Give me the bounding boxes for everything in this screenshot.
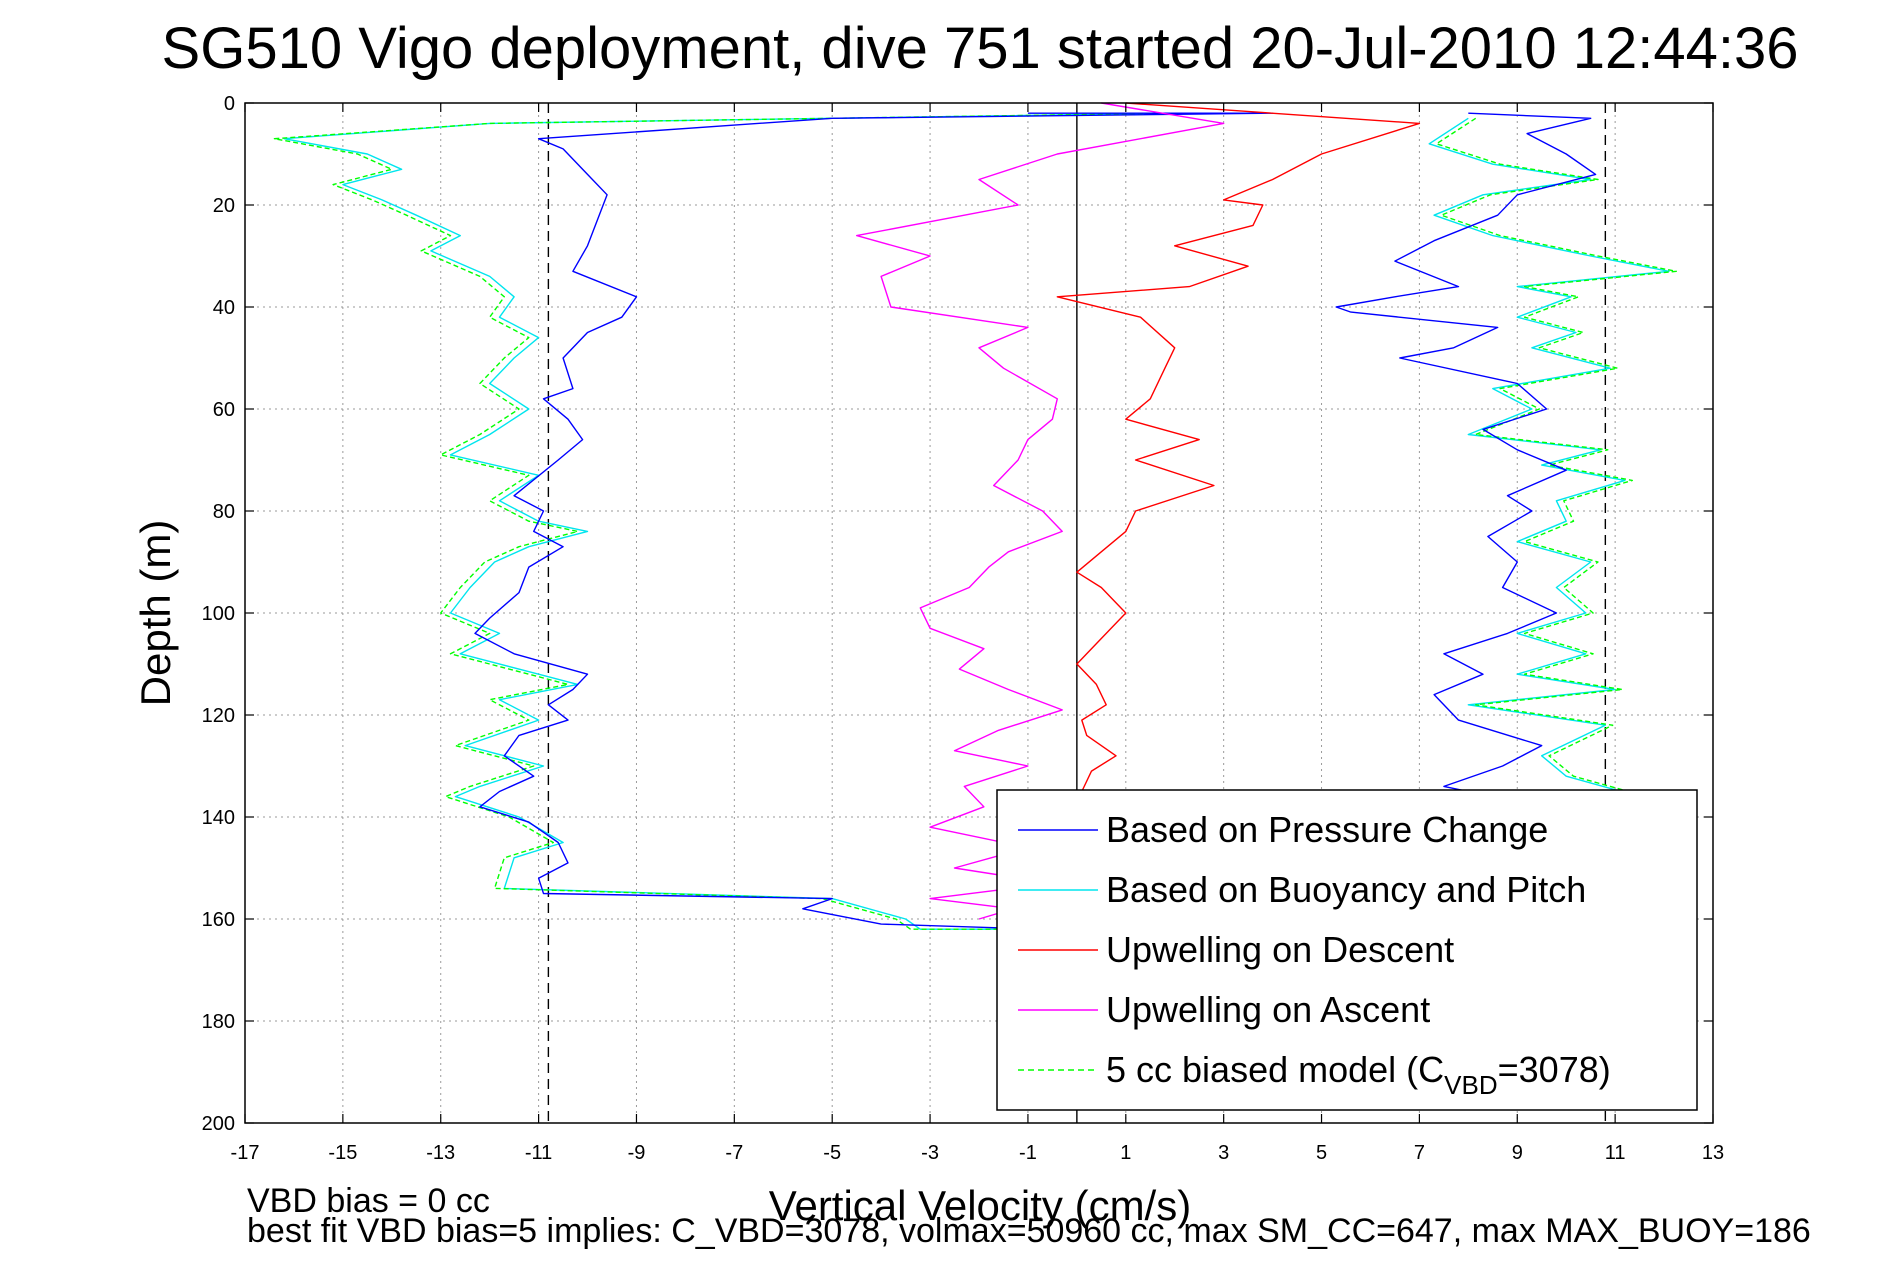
x-tick-label: -11 <box>525 1142 552 1164</box>
y-tick-label: 40 <box>213 297 235 319</box>
x-tick-label: -13 <box>426 1142 455 1164</box>
y-tick-label: 160 <box>202 909 235 931</box>
chart-title: SG510 Vigo deployment, dive 751 started … <box>162 16 1799 81</box>
x-tick-label: 11 <box>1605 1142 1626 1164</box>
series-5-cc-biased-model-c-vbd-3078 <box>273 112 1175 930</box>
y-tick-label: 200 <box>202 1113 235 1135</box>
legend-label: Based on Pressure Change <box>1106 809 1548 850</box>
y-tick-label: 0 <box>224 93 235 115</box>
y-tick-label: 80 <box>213 501 235 523</box>
x-tick-label: -3 <box>921 1142 939 1164</box>
x-tick-label: -7 <box>725 1142 743 1164</box>
x-tick-label: -5 <box>823 1142 841 1164</box>
y-tick-label: 100 <box>202 603 235 625</box>
x-tick-label: 13 <box>1702 1142 1724 1164</box>
series-upwelling-on-ascent <box>856 102 1225 920</box>
y-axis-label: Depth (m) <box>132 520 179 707</box>
x-tick-label: -1 <box>1019 1142 1037 1164</box>
ticks: -17 -15 -13 -11 -9 -7 -5 -3 -1 1 3 5 7 9 11 13020406080… <box>202 93 1725 1164</box>
x-axis-label: Vertical Velocity (cm/s) <box>769 1182 1191 1229</box>
legend-label: Based on Buoyancy and Pitch <box>1106 869 1586 910</box>
legend-label: Upwelling on Descent <box>1106 929 1454 970</box>
x-tick-label: 7 <box>1414 1142 1425 1164</box>
x-tick-label: 5 <box>1316 1142 1327 1164</box>
legend: Based on Pressure Change Based on Buoyanc… <box>996 789 1698 1111</box>
y-tick-label: 120 <box>202 705 235 727</box>
series-layer <box>273 102 1678 950</box>
x-tick-label: 3 <box>1218 1142 1229 1164</box>
footer-line-1: VBD bias = 0 cc <box>247 1182 490 1220</box>
legend-label: 5 cc biased model (CVBD=3078) <box>1106 1049 1611 1100</box>
x-tick-label: 9 <box>1512 1142 1523 1164</box>
legend-label: Upwelling on Ascent <box>1106 989 1430 1030</box>
x-tick-label: -15 <box>328 1142 357 1164</box>
y-tick-label: 180 <box>202 1011 235 1033</box>
legend-box <box>996 789 1698 1111</box>
grid <box>245 103 1713 1123</box>
series-based-on-pressure-change <box>474 112 1274 930</box>
series-buoyancy-pitch-ascent <box>1428 117 1670 798</box>
series-based-on-buoyancy-and-pitch <box>283 112 1175 930</box>
x-tick-label: -9 <box>628 1142 646 1164</box>
x-tick-label: 1 <box>1120 1142 1131 1164</box>
series-biased-model-ascent <box>1435 117 1678 798</box>
x-tick-label: -17 <box>231 1142 260 1164</box>
y-tick-label: 20 <box>213 195 235 217</box>
footer-line-2: best fit VBD bias=5 implies: C_VBD=3078,… <box>247 1212 1811 1250</box>
y-tick-label: 140 <box>202 807 235 829</box>
y-tick-label: 60 <box>213 399 235 421</box>
series-pressure-change-ascent <box>1335 112 1597 833</box>
